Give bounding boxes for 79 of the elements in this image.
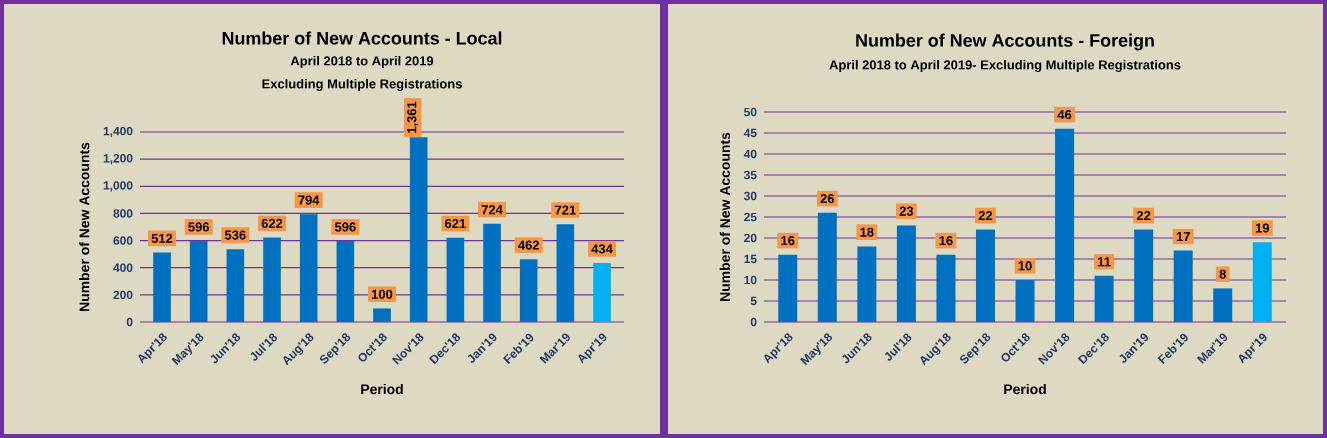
y-tick-label: 35	[743, 170, 757, 180]
y-tick-label: 800	[113, 209, 133, 218]
text: Excluding Multiple Registrations	[262, 78, 462, 92]
bar	[446, 237, 465, 322]
y-axis-title: Number of New Accounts	[79, 142, 90, 311]
bar	[1055, 128, 1075, 322]
y-tick-label: 10	[744, 275, 757, 285]
bar	[817, 212, 837, 322]
bar	[1252, 242, 1272, 322]
y-tick-label: 200	[113, 290, 133, 300]
bar	[936, 254, 956, 322]
data-label: 462	[518, 240, 539, 250]
bar	[1094, 275, 1114, 322]
y-tick-label: 1,000	[103, 181, 133, 192]
bar	[556, 224, 575, 322]
data-label: 100	[372, 289, 393, 299]
data-label: 19	[1255, 223, 1270, 233]
bar	[1213, 288, 1233, 322]
data-label: 724	[481, 205, 503, 215]
data-label: 16	[781, 236, 795, 246]
bar	[483, 223, 501, 322]
data-label: 721	[555, 205, 576, 215]
bar	[263, 237, 281, 322]
chart-title: Number of New Accounts - Foreign	[856, 33, 1154, 51]
data-label: 23	[899, 206, 914, 216]
data-label: 596	[334, 222, 356, 232]
data-label: 46	[1057, 110, 1072, 120]
data-label: 536	[224, 230, 246, 240]
y-tick-label: 40	[743, 149, 757, 159]
data-label: 596	[188, 222, 209, 232]
bar	[975, 229, 995, 322]
y-tick-label: 1,400	[103, 126, 133, 138]
data-label: 794	[298, 195, 320, 205]
data-label: 11	[1098, 257, 1111, 267]
bar	[226, 249, 245, 322]
data-label: 1,361	[407, 101, 419, 133]
bar	[1015, 280, 1035, 322]
data-label: 434	[591, 244, 613, 254]
data-label: 22	[978, 210, 993, 220]
x-axis-title: Period	[1004, 383, 1046, 395]
bar	[1134, 229, 1154, 322]
x-axis-title: Period	[361, 383, 403, 395]
y-tick-label: 25	[744, 212, 757, 222]
data-label: 18	[860, 227, 874, 237]
bar	[896, 225, 916, 322]
bar	[519, 259, 538, 322]
data-label: 22	[1136, 210, 1151, 220]
chart-subtitle: April 2018 to April 2019- Excluding Multiple Registrations	[829, 59, 1181, 73]
data-label: 512	[151, 233, 173, 243]
bar	[1173, 250, 1193, 322]
y-tick-label: 50	[744, 107, 757, 117]
bar	[336, 241, 355, 322]
data-label: 10	[1018, 261, 1032, 271]
data-label: 8	[1219, 269, 1226, 279]
bar	[153, 252, 171, 322]
bar	[299, 214, 318, 322]
data-label: 26	[820, 194, 835, 204]
data-label: 622	[261, 218, 283, 228]
bar	[373, 308, 391, 322]
data-label: 621	[445, 218, 466, 229]
y-tick-label: 45	[743, 128, 757, 138]
y-tick-label: 0	[126, 317, 133, 327]
y-tick-label: 600	[113, 236, 133, 245]
bar	[778, 254, 798, 322]
chart-subtitle: April 2018 to April 2019	[290, 55, 434, 69]
y-tick-label: 1,200	[103, 154, 133, 165]
bar	[857, 246, 877, 322]
y-tick-label: 400	[113, 263, 133, 272]
chart-title: Number of New Accounts - Local	[222, 31, 502, 45]
data-label: 17	[1176, 232, 1190, 241]
y-tick-label: 20	[744, 233, 757, 243]
y-tick-label: 5	[750, 296, 757, 306]
y-tick-label: 15	[744, 254, 757, 264]
bar	[593, 263, 611, 322]
y-axis-title: Number of New Accounts	[719, 132, 730, 301]
data-label: 16	[939, 236, 953, 246]
y-tick-label: 30	[743, 191, 757, 201]
bar	[189, 241, 208, 322]
y-tick-label: 0	[750, 317, 757, 327]
